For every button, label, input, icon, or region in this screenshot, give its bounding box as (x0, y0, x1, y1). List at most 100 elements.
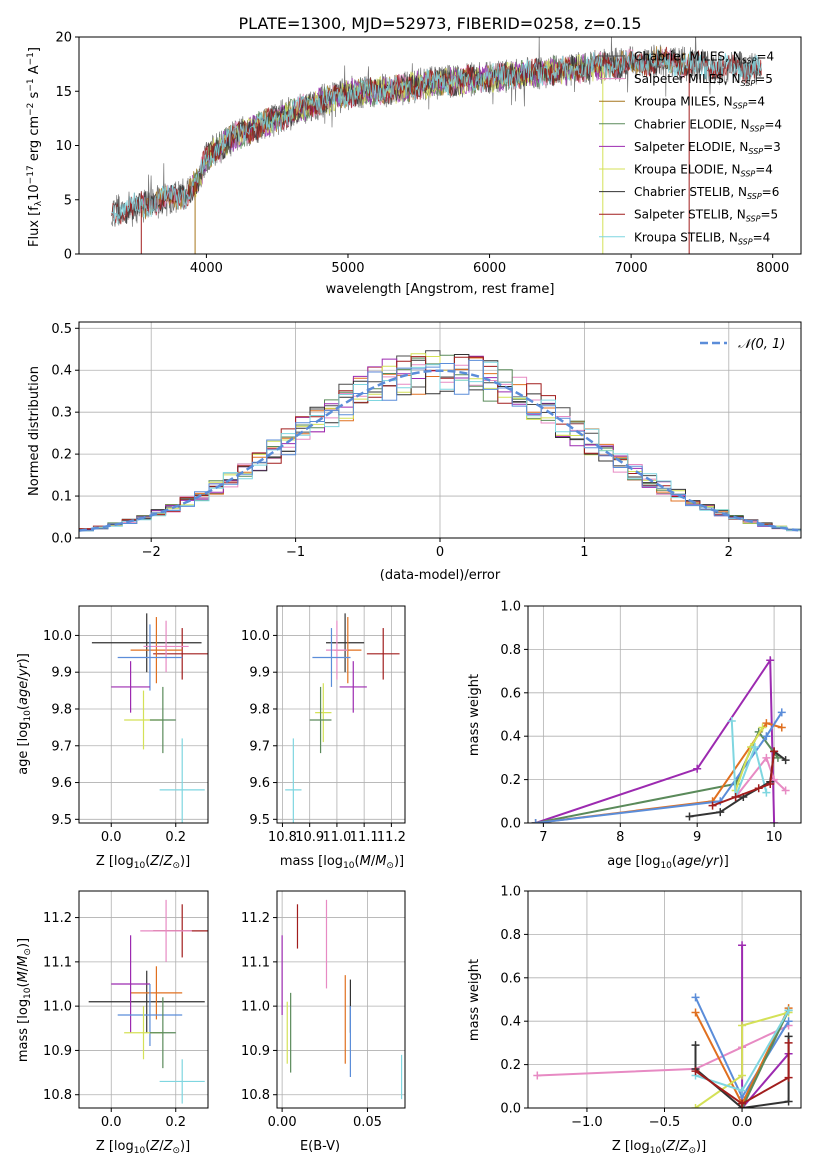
residuals-ytick-label-0: 0.0 (51, 532, 72, 547)
age_vs_Z-ytick-label-3: 9.8 (51, 702, 72, 717)
spectrum-ytick-label-4: 20 (55, 31, 72, 46)
age_vs_mass-point-6 (315, 683, 332, 743)
weight_vs_Z-marker-2-2 (784, 1017, 793, 1026)
age_vs_Z-point-0 (91, 613, 202, 673)
age_vs_mass-xtick-label-1: 10.9 (295, 830, 324, 845)
age_vs_mass-ytick-label-4: 9.9 (249, 666, 270, 681)
weight_vs_Z-marker-1-0 (738, 941, 747, 950)
weight_vs_age-xtick-label-0: 7 (539, 830, 547, 845)
weight_vs_Z-marker-4-0 (691, 1104, 700, 1108)
weight_vs_Z-ytick-label-2: 0.4 (500, 1015, 521, 1030)
weight_vs_age-xtick-label-1: 8 (616, 830, 624, 845)
age_vs_mass-point-4 (312, 628, 351, 687)
age_vs_Z-axes: 0.0 0.2 9.5 9.6 9.7 9.8 9.9 10.0 (43, 605, 209, 845)
legend-label-kroupa_miles: Kroupa MILES, NSSP=4 (634, 95, 765, 111)
mass_vs_EBV-frame (276, 890, 406, 1109)
age_vs_mass-point-5 (339, 661, 367, 713)
spectrum-ytick-label-0: 0 (64, 248, 72, 263)
weight_vs_Z-xtick-label-2: 0.0 (732, 1115, 753, 1130)
residuals-frame (78, 321, 802, 539)
legend-label-kroupa_stelib: Kroupa STELIB, NSSP=4 (634, 230, 770, 246)
weight_vs_Z-marker-4-2 (738, 1021, 747, 1030)
legend-label-chabrier_elodie: Chabrier ELODIE, NSSP=4 (634, 117, 782, 133)
weight_vs_age-marker-4-3 (781, 786, 790, 795)
spectrum-model-kroupa_stelib (111, 49, 762, 225)
mass_vs_EBV-ytick-label-1: 10.9 (241, 1044, 270, 1059)
age_vs_mass-ytick-label-5: 10.0 (241, 629, 270, 644)
weight_vs_age-ytick-label-0: 0.0 (500, 817, 521, 832)
massEBV-xlabel: E(B-V) (300, 1139, 340, 1154)
spectrum-frame (78, 36, 802, 255)
weight_vs_Z-marker-6-1 (738, 1086, 747, 1095)
weight_vs_age-ytick-label-3: 0.6 (500, 686, 521, 701)
age_vs_mass-point-0 (326, 613, 365, 673)
weight_vs_age-series-0 (535, 657, 776, 823)
weight_vs_Z-ytick-label-5: 1.0 (500, 885, 521, 900)
weight_vs_age-marker-8-1 (731, 792, 740, 801)
spectrum-ytick-label-3: 15 (55, 85, 72, 100)
mass_vs_EBV-axes: 0.00 0.05 10.8 10.9 11.0 11.1 11.2 (241, 890, 406, 1130)
residuals-xtick-label-1: −1 (286, 545, 305, 560)
wAge-ylabel: mass weight (467, 674, 482, 756)
weight_vs_age-ytick-label-5: 1.0 (500, 600, 521, 615)
weight_vs_age-marker-2-3 (777, 723, 786, 732)
weight_vs_age-frame (527, 605, 802, 824)
age_vs_mass-point-8 (285, 738, 302, 823)
weight_vs_age-marker-3-2 (762, 732, 771, 741)
age_vs_Z-ytick-label-0: 9.5 (51, 813, 72, 828)
weight_vs_age-plot (531, 656, 790, 823)
mass_vs_EBV-plot (281, 899, 403, 1100)
age_vs_mass-point-7 (309, 686, 332, 754)
spectrum-xtick-label-3: 7000 (615, 261, 648, 276)
weight_vs_Z-marker-8-2 (784, 1073, 793, 1082)
spectrum-ylabel: Flux [fλ10−17 erg cm−2 s−1 A−1] (26, 47, 44, 247)
legend-label-chabrier_miles: Chabrier MILES, NSSP=4 (634, 50, 774, 66)
residuals-ytick-label-1: 0.1 (51, 490, 72, 505)
weight_vs_age-marker-7-1 (716, 808, 725, 817)
mass_vs_Z-plot (88, 899, 208, 1104)
spectrum-legend: Chabrier MILES, NSSP=4 Salpeter MILES, NS… (599, 50, 782, 246)
weight_vs_Z-ytick-label-1: 0.2 (500, 1058, 521, 1073)
spectrum-ytick-label-1: 5 (64, 193, 72, 208)
weight_vs_Z-ytick-label-4: 0.8 (500, 928, 521, 943)
weight_vs_age-marker-8-4 (770, 747, 779, 756)
weight_vs_Z-marker-7-3 (784, 1097, 793, 1106)
weight_vs_Z-ytick-label-3: 0.6 (500, 971, 521, 986)
age_vs_mass-axes: 10.810.911.011.111.2 9.5 9.6 9.7 9.8 9.9 10.0 (241, 605, 406, 845)
weight_vs_age-marker-8-0 (708, 801, 717, 810)
age_vs_mass-ytick-label-1: 9.6 (249, 776, 270, 791)
weight_vs_age-marker-3-0 (531, 819, 540, 823)
residuals-ytick-label-2: 0.2 (51, 448, 72, 463)
weight_vs_age-series-6 (730, 720, 768, 798)
massZ-xlabel: Z [log10(Z/Z⊙)] (96, 1139, 190, 1156)
legend-label-kroupa_elodie: Kroupa ELODIE, NSSP=4 (634, 163, 773, 179)
weight_vs_age-marker-0-3 (770, 819, 779, 823)
age_vs_mass-point-1 (366, 628, 400, 680)
weight_vs_Z-xtick-label-0: −1.0 (571, 1115, 603, 1130)
weight_vs_Z-series-4 (694, 1011, 789, 1108)
weight_vs_Z-marker-6-2 (784, 1006, 793, 1015)
weight_vs_age-xtick-label-3: 10 (766, 830, 783, 845)
weight_vs_Z-series-5 (741, 1009, 790, 1108)
weight_vs_age-marker-4-1 (762, 753, 771, 762)
mass_vs_Z-point-4 (111, 935, 150, 1033)
weight_vs_Z-marker-7-0 (691, 1041, 700, 1050)
spectrum-xtick-label-1: 5000 (331, 261, 364, 276)
chart-title: PLATE=1300, MJD=52973, FIBERID=0258, z=0… (238, 14, 641, 33)
weight_vs_Z-xtick-label-1: −0.5 (649, 1115, 681, 1130)
spectrum-xtick-label-0: 4000 (190, 261, 223, 276)
residual-hist-kroupa_stelib (79, 361, 801, 532)
age_vs_mass-xtick-label-4: 11.2 (377, 830, 406, 845)
weight_vs_age-marker-0-1 (693, 764, 702, 773)
legend-label-chabrier_stelib: Chabrier STELIB, NSSP=6 (634, 185, 779, 201)
legend-label-salpeter_stelib: Salpeter STELIB, NSSP=5 (634, 208, 778, 224)
massZ-ylabel: mass [log10(M/M⊙)] (16, 938, 33, 1062)
spectrum-plot (111, 37, 762, 254)
ageZ-ylabel: age [log10(age/yr)] (16, 653, 33, 775)
weight_vs_Z-series-8 (694, 1042, 790, 1105)
age_vs_Z-ytick-label-2: 9.7 (51, 739, 72, 754)
mass_vs_EBV-ytick-label-4: 11.2 (241, 911, 270, 926)
weight_vs_age-marker-8-2 (754, 784, 763, 793)
age_vs_Z-point-1 (153, 628, 208, 680)
